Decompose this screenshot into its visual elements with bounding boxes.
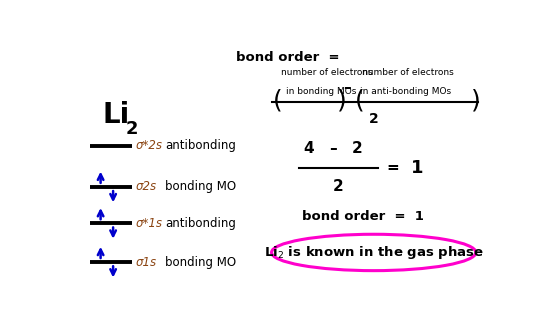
Text: Li: Li: [103, 101, 130, 129]
Text: bonding MO: bonding MO: [165, 180, 236, 193]
Text: –: –: [344, 80, 351, 95]
Text: (: (: [272, 89, 282, 113]
Text: 2: 2: [333, 180, 344, 194]
Text: in anti-bonding MOs: in anti-bonding MOs: [360, 87, 451, 96]
Text: antibonding: antibonding: [165, 217, 236, 230]
Text: Li$_2$ is known in the gas phase: Li$_2$ is known in the gas phase: [264, 244, 484, 261]
Text: 2: 2: [352, 141, 363, 156]
Text: –: –: [329, 141, 337, 156]
Text: σ1s: σ1s: [136, 256, 157, 269]
Text: antibonding: antibonding: [165, 139, 236, 152]
Text: 4: 4: [304, 141, 314, 156]
Text: 2: 2: [369, 112, 379, 126]
Text: bond order  =  1: bond order = 1: [302, 209, 424, 223]
Text: ): ): [337, 89, 347, 113]
Text: bond order  =: bond order =: [237, 51, 340, 64]
Text: 1: 1: [411, 158, 424, 177]
Text: in bonding MOs: in bonding MOs: [286, 87, 356, 96]
Text: σ*2s: σ*2s: [136, 139, 163, 152]
Text: σ*1s: σ*1s: [136, 217, 163, 230]
Text: σ2s: σ2s: [136, 180, 157, 193]
Text: bonding MO: bonding MO: [165, 256, 236, 269]
Text: (: (: [355, 89, 365, 113]
Text: ): ): [471, 89, 480, 113]
Text: =: =: [386, 160, 399, 175]
Text: number of electrons: number of electrons: [363, 68, 454, 77]
Text: 2: 2: [125, 120, 138, 138]
Text: number of electrons: number of electrons: [281, 68, 373, 77]
